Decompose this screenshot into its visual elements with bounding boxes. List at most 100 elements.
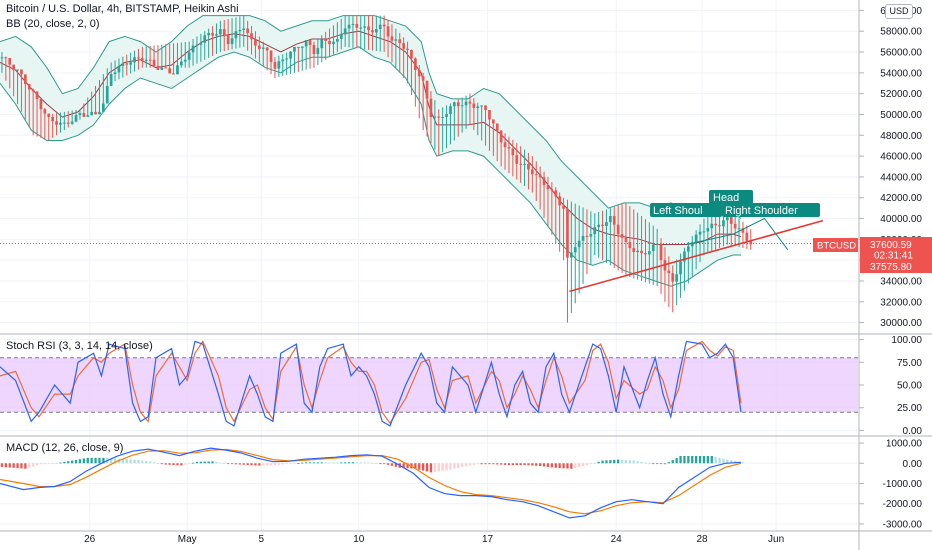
currency-button[interactable]: USD [885,4,913,19]
candle-body [690,242,694,247]
macd-histogram-bar [160,463,163,465]
candle-body [612,216,616,225]
macd-histogram-bar [246,463,249,465]
symbol-price-tag: BTCUSD [813,238,858,252]
macd-histogram-bar [379,463,382,465]
macd-legend[interactable]: MACD (12, 26, close, 9) [6,442,124,454]
macd-histogram-bar [110,458,113,464]
candle-body [82,113,86,117]
candle-body [659,243,663,261]
bb-upper-line [0,15,742,219]
stoch-legend[interactable]: Stoch RSI (3, 3, 14, 14, close) [6,340,153,352]
chart-title: Bitcoin / U.S. Dollar, 4h, BITSTAMP, Hei… [6,3,239,15]
candle-body [371,30,374,33]
y-tick-label: 50000.00 [880,110,922,121]
macd-histogram-bar [328,462,331,464]
macd-histogram-bar [550,463,553,468]
macd-histogram-bar [702,456,706,464]
candle-body [406,48,409,51]
candle-body [43,109,47,114]
bb-value-label: 37575.80 [870,262,912,273]
macd-histogram-bar [714,456,717,464]
macd-histogram-bar [609,460,612,464]
macd-histogram-bar [515,463,518,466]
candle-body [733,223,737,229]
x-tick-label: Jun [768,534,784,545]
candle-body [90,111,93,116]
macd-histogram-bar [418,463,421,470]
macd-histogram-bar [593,462,596,464]
x-tick-label: 5 [259,534,265,545]
macd-pane[interactable] [0,447,745,519]
candle-body [117,65,121,73]
candle-body [24,74,27,85]
macd-histogram-bar [617,459,620,464]
macd-histogram-bar [332,462,335,464]
candle-body [421,76,425,81]
stoch-rsi-pane[interactable] [0,340,858,427]
candle-body [133,57,136,63]
candle-body [203,35,207,43]
candle-body [246,28,249,34]
macd-histogram-bar [277,463,280,465]
macd-histogram-bar [199,461,202,464]
macd-histogram-bar [414,463,417,469]
left-shoulder-label: Left Shoul [653,205,703,217]
candle-body [254,39,257,46]
candle-body [507,147,511,149]
macd-histogram-bar [281,463,284,465]
candle-body [277,61,281,69]
candle-body [308,40,312,45]
candle-body [503,142,507,148]
candle-body [671,273,675,282]
macd-histogram-bar [461,463,464,467]
bb-legend[interactable]: BB (20, close, 2, 0) [6,18,100,30]
y-tick-label: 46000.00 [880,152,922,163]
candle-body [386,26,390,37]
candle-body [737,228,741,230]
candle-body [316,48,320,55]
candle-body [667,270,671,274]
candle-body [628,242,632,249]
x-tick-label: 26 [84,534,96,545]
macd-histogram-bar [86,457,89,464]
candle-body [339,34,343,40]
candle-body [468,101,472,104]
candle-body [527,163,530,170]
macd-histogram-bar [636,461,639,464]
macd-histogram-bar [648,463,651,465]
macd-histogram-bar [168,463,171,465]
macd-histogram-bar [531,463,534,466]
macd-histogram-bar [312,462,316,464]
candle-body [199,42,203,45]
y-tick-label: 32000.00 [880,297,922,308]
macd-histogram-bar [203,461,206,464]
price-pane[interactable] [0,15,858,323]
candle-body [722,220,725,227]
macd-histogram-bar [28,463,31,468]
candle-body [402,43,405,49]
candle-body [683,251,686,262]
countdown-label: 02:31:41 [874,251,913,262]
macd-histogram-bar [55,463,58,465]
candle-body [476,106,480,108]
candle-body [492,119,495,124]
macd-histogram-bar [562,463,565,469]
candle-body [355,23,359,28]
candle-body [121,63,125,66]
macd-histogram-bar [394,463,397,467]
macd-histogram-bar [546,463,550,467]
macd-histogram-bar [453,463,456,469]
macd-histogram-bar [632,460,635,464]
macd-histogram-bar [496,463,499,465]
candle-body [698,231,702,235]
macd-histogram-bar [4,463,7,468]
macd-histogram-bar [24,463,27,469]
macd-histogram-bar [12,463,15,468]
candle-body [519,163,522,165]
candle-body [706,228,710,232]
macd-histogram-bar [484,463,487,465]
macd-histogram-bar [679,456,682,464]
